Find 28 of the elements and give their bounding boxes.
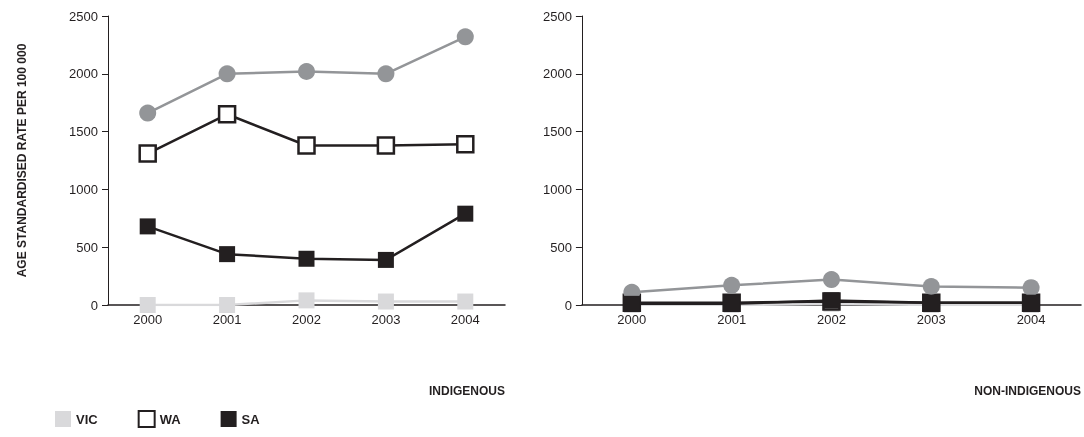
y-tick-label: 0 [564, 297, 572, 313]
y-tick-label: 500 [550, 239, 572, 255]
y-tick-label: 0 [90, 297, 98, 313]
y-tick-label: 1500 [543, 124, 572, 140]
x-tick-label: 2004 [450, 312, 480, 327]
x-tick-label: 2000 [133, 312, 163, 327]
legend-label: WA [159, 411, 182, 427]
y-axis-title: AGE STANDARDISED RATE PER 100 000 [15, 43, 29, 278]
x-tick-label: 2003 [371, 312, 401, 327]
x-tick-label: 2003 [916, 312, 946, 327]
x-tick-label: 2002 [817, 312, 846, 327]
x-tick-label: 2002 [292, 312, 321, 327]
y-tick-label: 1000 [69, 181, 98, 197]
x-axis-title: INDIGENOUS [428, 384, 505, 398]
x-tick-label: 2004 [1016, 312, 1046, 327]
x-tick-label: 2000 [617, 312, 647, 327]
y-tick-label: 1500 [69, 124, 98, 140]
y-tick-label: 1000 [543, 181, 572, 197]
x-axis-title: NON-INDIGENOUS [974, 384, 1081, 398]
legend-label: VIC [76, 411, 99, 427]
y-tick-label: 500 [76, 239, 98, 255]
x-tick-label: 2001 [717, 312, 747, 327]
legend-label: SA [241, 411, 261, 427]
y-tick-label: 2500 [543, 8, 572, 24]
y-tick-label: 2500 [69, 8, 98, 24]
y-tick-label: 2000 [69, 66, 98, 82]
y-tick-label: 2000 [543, 66, 572, 82]
x-tick-label: 2001 [212, 312, 242, 327]
